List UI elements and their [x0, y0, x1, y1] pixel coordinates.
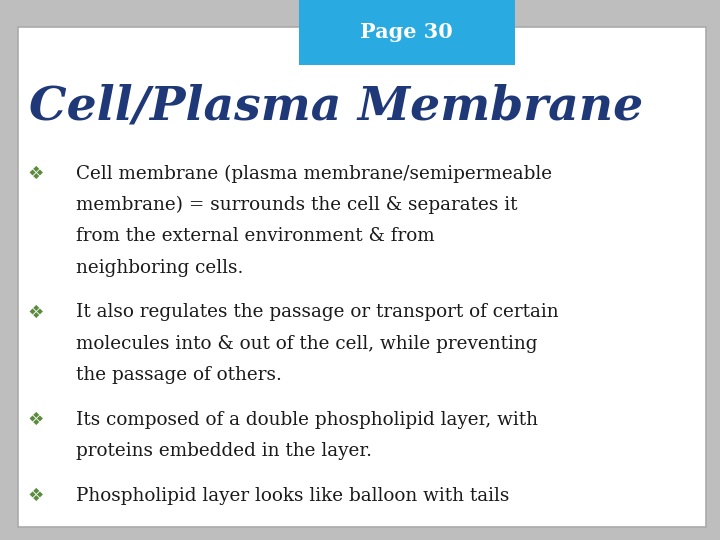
- Text: Phospholipid layer looks like balloon with tails: Phospholipid layer looks like balloon wi…: [76, 487, 509, 505]
- Text: Page 30: Page 30: [361, 22, 453, 43]
- FancyBboxPatch shape: [299, 0, 515, 65]
- Text: ❖: ❖: [27, 303, 44, 321]
- Text: proteins embedded in the layer.: proteins embedded in the layer.: [76, 442, 372, 460]
- Text: Cell/Plasma Membrane: Cell/Plasma Membrane: [29, 84, 643, 130]
- Text: Its composed of a double phospholipid layer, with: Its composed of a double phospholipid la…: [76, 411, 538, 429]
- Text: the passage of others.: the passage of others.: [76, 366, 282, 384]
- FancyBboxPatch shape: [18, 27, 706, 526]
- Text: It also regulates the passage or transport of certain: It also regulates the passage or transpo…: [76, 303, 558, 321]
- Text: Cell membrane (plasma membrane/semipermeable: Cell membrane (plasma membrane/semiperme…: [76, 165, 552, 183]
- Text: from the external environment & from: from the external environment & from: [76, 227, 434, 245]
- Text: ❖: ❖: [27, 165, 44, 183]
- Text: molecules into & out of the cell, while preventing: molecules into & out of the cell, while …: [76, 335, 537, 353]
- Text: ❖: ❖: [27, 411, 44, 429]
- Text: ❖: ❖: [27, 487, 44, 505]
- Text: membrane) = surrounds the cell & separates it: membrane) = surrounds the cell & separat…: [76, 196, 517, 214]
- Text: neighboring cells.: neighboring cells.: [76, 259, 243, 276]
